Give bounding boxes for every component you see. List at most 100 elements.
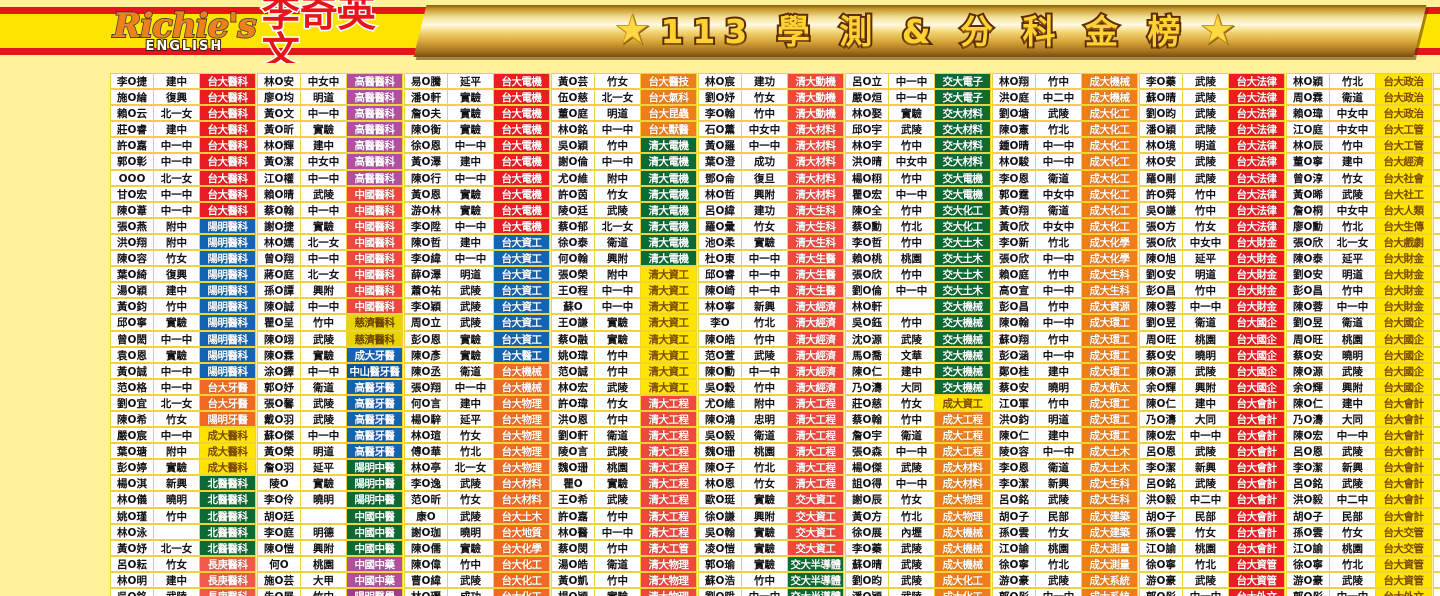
- table-row: 張O婷竹女政大公共: [1433, 443, 1440, 460]
- table-row: 莊O睿 建中 台大醫科: [110, 121, 256, 138]
- student-school: 曉明: [153, 491, 199, 508]
- table-row: 陳O宇武陵政大資管: [1433, 507, 1440, 524]
- result-column: 呂O立 中一中 交大電子 嚴O烜 中一中 交大電子 林O娶 實驗 交大材料 邱O宇 武陵 交大材料 林O…: [845, 73, 991, 596]
- student-name: 江O權: [257, 169, 300, 186]
- table-row: 劉O昀 武陵 成大化工: [845, 571, 991, 588]
- table-row: 謝O捷 實驗 中國醫科: [257, 217, 403, 234]
- admitted-department: 台大醫科: [199, 121, 256, 138]
- table-row: 吳O晴竹北政大資管: [1433, 491, 1440, 508]
- admitted-department: 高醫牙醫: [346, 394, 403, 411]
- admitted-department: 交大資工: [787, 539, 844, 556]
- table-row: 凌O愷 實驗 交大資工: [698, 539, 844, 556]
- student-school: 武陵: [888, 330, 934, 347]
- student-name: 呂O銘: [1286, 475, 1329, 492]
- student-school: 武陵: [447, 298, 493, 315]
- admitted-department: 成大測量: [1081, 539, 1138, 556]
- admitted-department: 台大化工: [493, 588, 550, 596]
- admitted-department: 台大財金: [1228, 233, 1285, 251]
- student-school: 建中: [1329, 153, 1375, 170]
- student-name: 彭O恩: [404, 330, 447, 347]
- student-school: 竹中: [1182, 282, 1228, 299]
- admitted-department: 台大醫科: [199, 89, 256, 106]
- student-school: 竹中: [741, 571, 787, 588]
- student-school: 中女中: [1182, 233, 1228, 251]
- admitted-department: 台大戲劇: [1375, 233, 1432, 251]
- student-name: 陳O仁: [845, 362, 888, 379]
- admitted-department: 台大資工: [493, 233, 550, 251]
- student-name: 林O宏: [551, 378, 594, 395]
- admitted-department: 清大經濟: [787, 314, 844, 331]
- student-school: 復興: [153, 89, 199, 106]
- student-name: 游O豪: [992, 571, 1035, 588]
- student-name: 呂O恩: [1139, 443, 1182, 460]
- student-school: 實驗: [447, 89, 493, 106]
- student-name: 詹O夫: [404, 105, 447, 122]
- table-row: 陳O泰 延平 台大財金: [1286, 250, 1432, 267]
- student-name: 張O欣: [992, 250, 1035, 267]
- student-name: 曾O翔: [257, 250, 300, 267]
- table-row: 呂O恩 武陵 台大會計: [1139, 443, 1285, 460]
- student-name: 陳O蓉: [1286, 298, 1329, 315]
- table-row: 楊O淇 新興 北醫醫科: [110, 475, 256, 492]
- table-row: 曾O閎 中一中 陽明醫科: [110, 330, 256, 347]
- student-school: 建功: [741, 201, 787, 218]
- table-row: 陳O希 竹女 陽明牙醫: [110, 410, 256, 428]
- admitted-department: 中國醫科: [346, 266, 403, 283]
- admitted-department: 交大機械: [934, 362, 991, 379]
- student-name: 李O凡: [1433, 459, 1440, 476]
- table-row: 許O瑋 竹女 清大工程: [551, 394, 697, 411]
- student-school: 竹中: [1329, 282, 1375, 299]
- table-row: 陳O崎 中一中 清大生醫: [698, 282, 844, 299]
- admitted-department: 清大工程: [640, 507, 697, 524]
- student-name: 林O輝: [257, 137, 300, 154]
- table-row: 彭O昌 竹中 台大財金: [1286, 282, 1432, 299]
- admitted-department: 清大電機: [640, 217, 697, 234]
- admitted-department: 交大半導體: [787, 555, 844, 572]
- student-name: 瞿O: [551, 475, 594, 492]
- admitted-department: 台大會計: [1375, 507, 1432, 524]
- admitted-department: 台大財金: [1375, 266, 1432, 283]
- student-school: 中一中: [447, 169, 493, 186]
- table-row: 李O栢中一中師大公教: [1433, 89, 1440, 106]
- student-name: 朱O展: [257, 588, 300, 596]
- admitted-department: 清大工程: [640, 491, 697, 508]
- student-name: 彭O昌: [992, 298, 1035, 315]
- student-school: 武陵: [447, 507, 493, 524]
- admitted-department: 成大環工: [1081, 314, 1138, 331]
- student-name: 江O庭: [1286, 121, 1329, 138]
- admitted-department: 清大資工: [640, 298, 697, 315]
- student-name: 葉O瑭: [110, 443, 153, 460]
- admitted-department: 成大工程: [934, 427, 991, 444]
- student-name: 林O亭: [404, 459, 447, 476]
- table-row: 游O豪 武陵 台大資管: [1286, 571, 1432, 588]
- student-school: 中一中: [153, 330, 199, 347]
- admitted-department: 清大電機: [640, 137, 697, 154]
- student-school: 衛道: [1035, 201, 1081, 218]
- student-school: 衛道: [300, 378, 346, 395]
- admitted-department: 台大會計: [1375, 459, 1432, 476]
- table-row: 范O格 中一中 台大牙醫: [110, 378, 256, 395]
- table-row: 黃O升中壢政大風管: [1433, 475, 1440, 492]
- student-name: 黃O欣: [992, 217, 1035, 234]
- student-school: 竹女: [741, 217, 787, 234]
- student-school: 武陵: [300, 330, 346, 347]
- table-row: 孫O雲 竹女 台大交管: [1286, 523, 1432, 540]
- table-row: 林O宸 建功 清大動機: [698, 73, 844, 90]
- student-school: 中一中: [888, 475, 934, 492]
- admitted-department: 成大系統: [1081, 571, 1138, 588]
- student-name: 涂O鐸: [257, 362, 300, 379]
- student-name: 范O昕: [404, 491, 447, 508]
- table-row: 劉O昀 武陵 台大法律: [1139, 105, 1285, 122]
- admitted-department: 台大地質: [493, 523, 550, 540]
- student-school: 延平: [1329, 250, 1375, 267]
- student-school: 中女中: [1035, 217, 1081, 234]
- table-row: 黃O翔 衛道 成大化工: [992, 201, 1138, 218]
- admitted-department: 清大資工: [640, 282, 697, 299]
- student-school: 竹中: [888, 410, 934, 428]
- student-school: 明道: [594, 105, 640, 122]
- student-name: 馬O暐: [1433, 539, 1440, 556]
- admitted-department: 台大政治: [1375, 89, 1432, 106]
- admitted-department: 台大資工: [493, 330, 550, 347]
- admitted-department: 交大化工: [934, 201, 991, 218]
- table-row: 尤O維 附中 清大電機: [551, 169, 697, 186]
